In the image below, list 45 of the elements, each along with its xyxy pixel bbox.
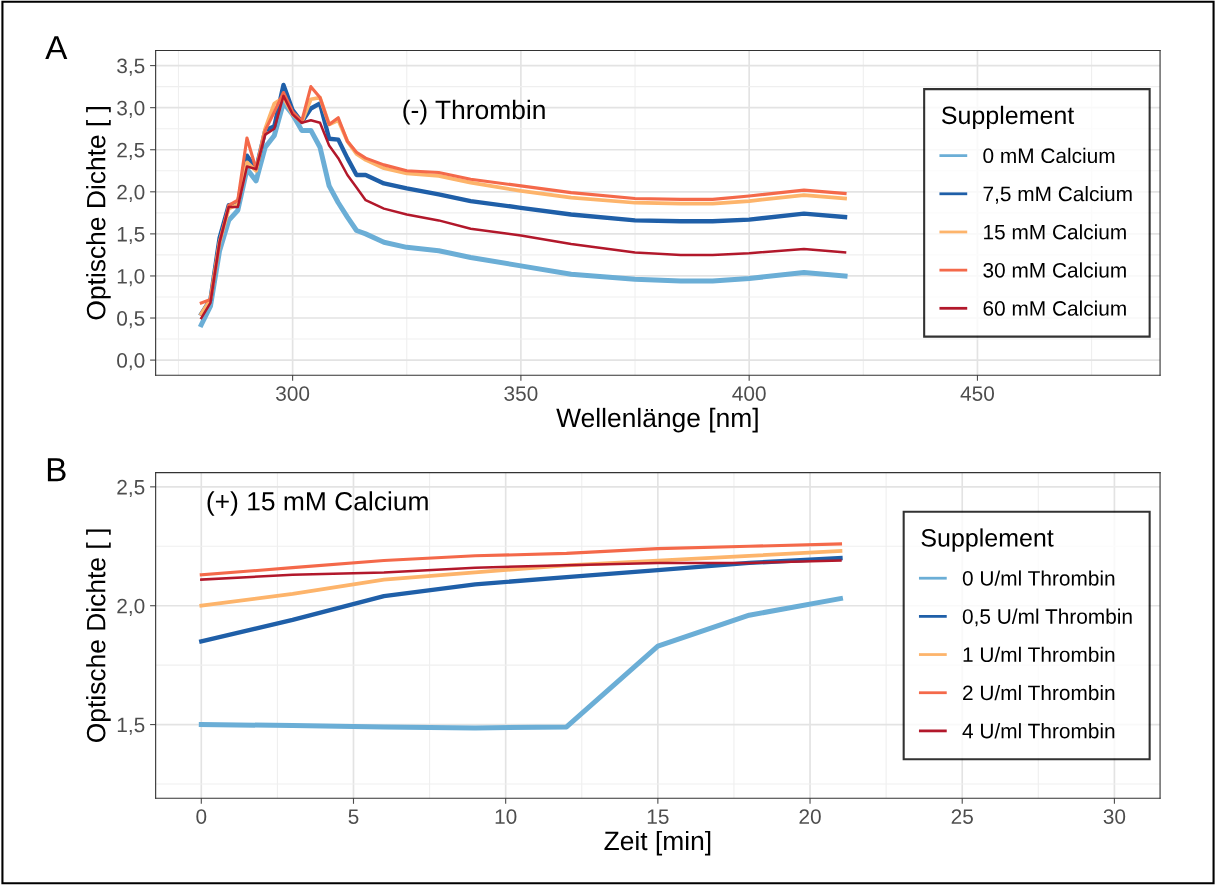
legend-label: 0 U/ml Thrombin: [962, 570, 1115, 586]
x-tick-label: 25: [951, 809, 973, 824]
x-tick-label: 400: [732, 386, 766, 401]
x-tick-label: 350: [504, 386, 538, 401]
y-tick-label: 2,5: [117, 479, 145, 498]
x-axis-title: Wellenlänge [nm]: [556, 407, 758, 433]
annotation: (-) Thrombin: [403, 99, 545, 125]
x-tick-label: 450: [960, 386, 995, 401]
y-tick-label: 3,5: [117, 58, 145, 76]
text: A: [45, 36, 68, 60]
x-tick-label: 15: [647, 809, 669, 824]
x-tick-label: 5: [348, 809, 359, 824]
legend-label: 0,5 U/ml Thrombin: [962, 608, 1132, 627]
y-tick-label: 2,0: [117, 184, 145, 203]
y-tick-label: 1,5: [117, 717, 145, 735]
y-axis-title: Optische Dichte [ ]: [86, 106, 111, 320]
x-tick-label: 10: [495, 809, 517, 824]
y-tick-label: 2,5: [117, 142, 145, 160]
y-tick-label: 0,5: [117, 311, 145, 329]
x-tick-label: 20: [799, 809, 821, 824]
legend-label: 30 mM Calcium: [983, 262, 1126, 278]
y-tick-label: 1,0: [117, 268, 145, 287]
y-axis-title: Optische Dichte [ ]: [86, 529, 111, 742]
legend-label: 15 mM Calcium: [984, 224, 1126, 240]
text: B: [47, 458, 66, 482]
y-tick-label: 0,0: [117, 353, 145, 371]
x-tick-label: 30: [1103, 809, 1126, 824]
line-series: [200, 559, 842, 581]
x-tick-label: 300: [276, 386, 310, 401]
legend-label: 2 U/ml Thrombin: [963, 684, 1115, 701]
y-tick-label: 3,0: [117, 100, 145, 118]
y-tick-label: 1,5: [117, 227, 145, 245]
annotation: (+) 15 mM Calcium: [207, 491, 428, 516]
legend-label: 0 mM Calcium: [983, 147, 1115, 164]
legend-label: 1 U/ml Thrombin: [963, 646, 1115, 663]
x-tick-label: 0: [196, 809, 207, 824]
legend-label: 7,5 mM Calcium: [983, 185, 1132, 204]
y-tick-label: 2,0: [117, 598, 145, 616]
line-series: [199, 542, 843, 577]
line-series: [199, 555, 843, 644]
legend-title: Supplement: [941, 105, 1075, 130]
legend-label: 60 mM Calcium: [983, 300, 1126, 316]
legend-label: 4 U/ml Thrombin: [962, 723, 1115, 739]
legend-title: Supplement: [921, 528, 1054, 552]
x-axis-title: Zeit [min]: [604, 830, 711, 856]
